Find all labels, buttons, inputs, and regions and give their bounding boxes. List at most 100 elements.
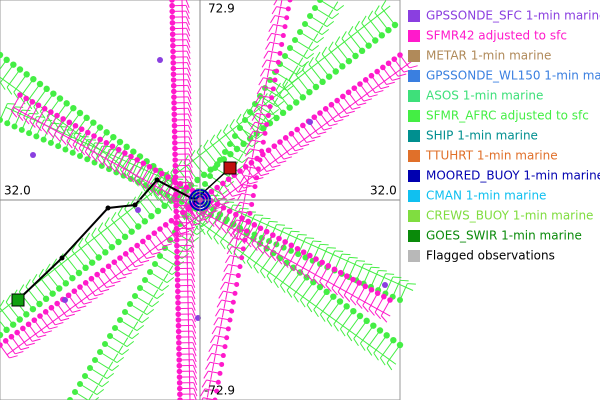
barb-flag — [350, 31, 358, 38]
obs-dot — [362, 77, 369, 83]
obs-dot — [0, 51, 4, 59]
barb-flag — [289, 286, 297, 293]
barb-flag — [311, 45, 320, 51]
obs-dot — [357, 81, 363, 87]
barb-flag — [236, 193, 242, 201]
barb-flag — [186, 245, 195, 251]
wind-barb — [363, 267, 372, 284]
wind-barb — [17, 98, 27, 115]
barb-flag — [263, 250, 271, 258]
obs-dot — [257, 157, 263, 163]
obs-dot — [374, 290, 381, 296]
obs-dot — [235, 273, 241, 279]
barb-flag — [192, 155, 200, 162]
barb-flag — [256, 86, 262, 95]
obs-dot — [123, 143, 130, 151]
barb-flag — [25, 279, 31, 287]
barb-flag — [252, 218, 261, 223]
obs-dot — [220, 180, 226, 187]
barb-flag — [133, 321, 139, 329]
barb-flag — [248, 167, 251, 176]
barb-flag — [255, 95, 261, 104]
obs-dot — [56, 95, 64, 102]
barb-flag — [146, 191, 154, 198]
obs-dot — [362, 283, 369, 290]
barb-flag — [190, 245, 195, 254]
barb-flag — [328, 9, 334, 17]
barb-flag — [220, 318, 223, 327]
barb-flag — [320, 243, 329, 246]
obs-dot — [294, 126, 300, 133]
barb-flag — [186, 33, 191, 43]
obs-dot — [230, 299, 236, 305]
barb-flag — [225, 291, 228, 300]
obs-dot — [177, 397, 183, 400]
obs-dot — [98, 162, 105, 169]
obs-dot — [65, 292, 72, 299]
barb-flag — [246, 139, 252, 148]
legend-label: TTUHRT 1-min marine — [425, 149, 558, 163]
obs-dot — [3, 56, 10, 64]
obs-dot — [122, 251, 129, 257]
obs-dot — [171, 100, 177, 106]
barb-flag — [313, 309, 319, 318]
wind-barb — [114, 327, 133, 340]
barb-flag — [216, 299, 222, 308]
barb-flag — [202, 216, 209, 224]
obs-dot — [194, 176, 201, 184]
obs-dot — [173, 225, 180, 232]
obs-dot — [82, 373, 88, 379]
barb-flag — [121, 171, 129, 180]
obs-dot — [176, 374, 183, 380]
obs-dot — [95, 254, 102, 261]
wind-barb — [146, 169, 157, 187]
barb-flag — [72, 132, 82, 135]
obs-dot — [295, 251, 302, 258]
barb-flag — [374, 312, 382, 320]
barb-flag — [70, 136, 79, 141]
obs-dot — [176, 380, 183, 386]
wind-barb — [288, 248, 298, 265]
legend-swatch — [408, 250, 420, 262]
obs-dot — [102, 249, 109, 256]
barb-flag — [29, 120, 36, 128]
axis-label-right: 32.0 — [370, 184, 397, 198]
barb-flag — [273, 0, 278, 6]
obs-dot — [220, 353, 226, 359]
obs-dot — [183, 184, 190, 191]
obs-dot — [284, 15, 290, 21]
barb-flag — [235, 248, 243, 254]
obs-dot — [350, 307, 357, 315]
barb-flag — [191, 290, 196, 300]
barb-flag — [209, 134, 216, 143]
obs-dot — [173, 202, 179, 209]
obs-dot — [282, 24, 288, 30]
barb-flag — [21, 109, 31, 112]
barb-flag — [341, 31, 347, 39]
barb-flag — [301, 61, 310, 67]
barb-flag — [306, 274, 314, 282]
obs-dot — [9, 321, 17, 328]
barb-flag — [113, 217, 121, 224]
barb-flag — [225, 201, 235, 203]
wind-barb — [315, 59, 330, 77]
barb-flag — [131, 333, 140, 339]
barb-flag — [363, 263, 373, 265]
barb-flag — [231, 256, 235, 265]
obs-dot — [176, 368, 183, 375]
barb-flag — [342, 325, 350, 331]
legend-label: GOES_SWIR 1-min marine — [426, 229, 582, 243]
barb-flag — [373, 352, 379, 361]
barb-flag — [323, 17, 329, 25]
obs-dot — [271, 143, 278, 149]
obs-dot — [337, 269, 344, 276]
barb-flag — [188, 148, 193, 157]
obs-dot — [174, 260, 181, 266]
barb-flag — [192, 365, 197, 374]
wind-barb — [144, 279, 163, 292]
barb-flag — [205, 145, 213, 151]
legend-label: MOORED_BUOY 1-min marine — [426, 169, 600, 183]
barb-flag — [128, 329, 134, 337]
barb-flag — [192, 359, 197, 368]
legend-swatch — [408, 50, 420, 62]
